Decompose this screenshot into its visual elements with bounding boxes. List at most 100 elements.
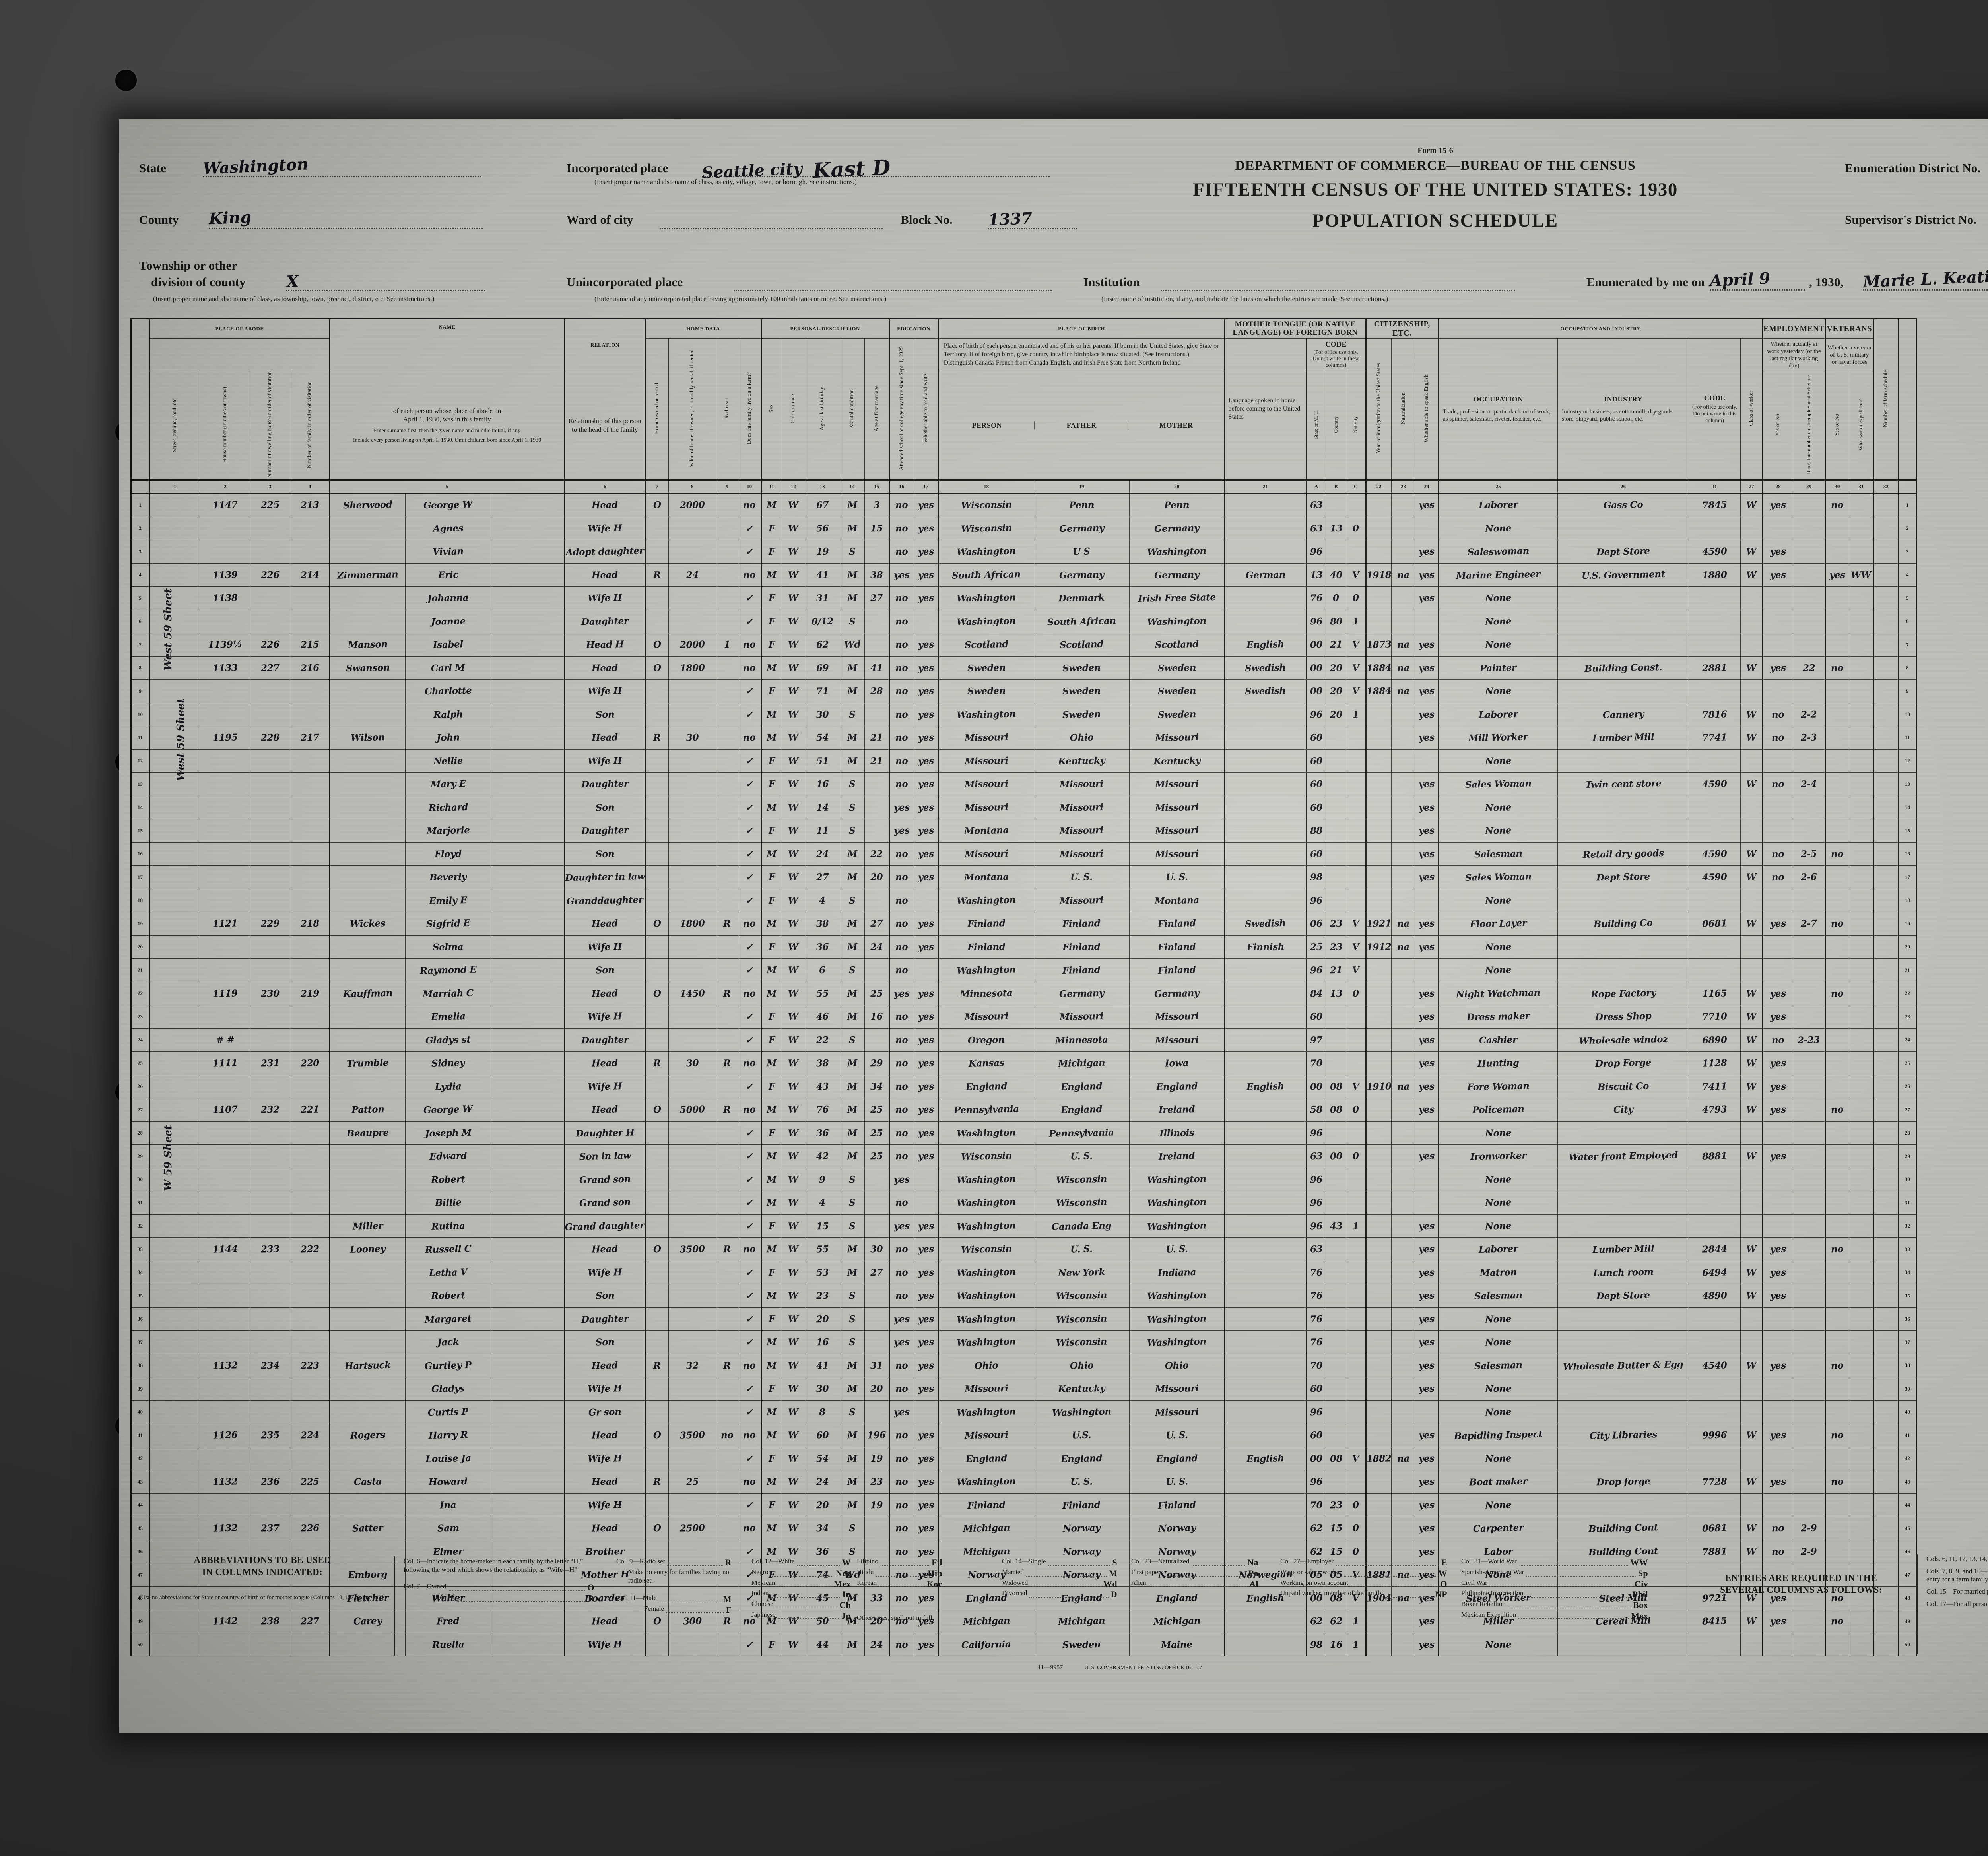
cell-surname[interactable]: Manson — [329, 633, 406, 657]
cell-speaks-english[interactable]: yes — [1415, 1563, 1439, 1587]
cell-code-nativity[interactable] — [1345, 1237, 1366, 1261]
cell-speaks-english[interactable]: yes — [1415, 1284, 1439, 1308]
cell-relation[interactable]: Head — [564, 981, 646, 1006]
cell-color-race[interactable]: W — [781, 679, 805, 703]
cell-marital-condition[interactable]: M — [839, 656, 865, 680]
cell-sex[interactable]: M — [760, 726, 782, 750]
cell-relation[interactable]: Granddaughter — [564, 888, 646, 913]
cell-street[interactable] — [149, 1284, 200, 1308]
cell-birthplace-person[interactable]: Washington — [938, 1168, 1034, 1192]
cell-speaks-english[interactable]: yes — [1415, 586, 1439, 610]
cell-speaks-english[interactable]: yes — [1415, 1237, 1439, 1261]
cell-birthplace-person[interactable]: England — [938, 1447, 1034, 1471]
cell-farm-schedule[interactable] — [1873, 1005, 1899, 1029]
cell-home-owned-rented[interactable] — [645, 1563, 669, 1587]
cell-unemployment-line[interactable] — [1793, 958, 1825, 982]
cell-code-country[interactable] — [1326, 540, 1346, 564]
cell-occupation[interactable]: None — [1438, 1191, 1558, 1215]
cell-read-write[interactable]: yes — [913, 1144, 939, 1168]
cell-dwelling-number[interactable]: 235 — [250, 1424, 290, 1447]
cell-naturalization[interactable] — [1391, 540, 1416, 564]
cell-color-race[interactable]: W — [781, 1284, 805, 1308]
cell-speaks-english[interactable]: yes — [1415, 1633, 1439, 1657]
cell-code-country[interactable]: 08 — [1326, 1098, 1346, 1122]
cell-marital-condition[interactable]: M — [839, 1005, 865, 1029]
cell-code-state-mt[interactable]: 70 — [1305, 1354, 1326, 1378]
cell-naturalization[interactable] — [1391, 516, 1416, 541]
cell-age[interactable]: 34 — [804, 1517, 840, 1540]
cell-class-of-worker[interactable] — [1740, 1191, 1763, 1215]
cell-at-work[interactable]: yes — [1762, 1354, 1794, 1378]
cell-sex[interactable]: F — [760, 586, 782, 610]
cell-mother-tongue[interactable] — [1224, 1307, 1307, 1331]
cell-house-number[interactable]: 1132 — [200, 1354, 250, 1378]
cell-code-state-mt[interactable]: 96 — [1305, 1214, 1326, 1238]
cell-code-state-mt[interactable]: 00 — [1305, 679, 1326, 703]
cell-house-number[interactable]: 1139½ — [200, 633, 250, 657]
cell-war[interactable] — [1848, 1028, 1874, 1052]
cell-year-immigration[interactable] — [1365, 1237, 1392, 1261]
cell-birthplace-father[interactable]: Sweden — [1033, 1633, 1130, 1657]
cell-family-number[interactable]: 219 — [290, 981, 330, 1006]
cell-industry-code[interactable]: 1880 — [1689, 563, 1741, 587]
cell-color-race[interactable]: W — [781, 958, 805, 982]
cell-war[interactable] — [1848, 749, 1874, 773]
cell-marital-condition[interactable]: S — [839, 1307, 865, 1331]
cell-class-of-worker[interactable]: W — [1740, 1028, 1763, 1052]
cell-dwelling-number[interactable]: 226 — [250, 633, 290, 657]
cell-attended-school[interactable]: no — [888, 1074, 914, 1099]
cell-veteran[interactable] — [1824, 1074, 1849, 1099]
cell-surname[interactable]: Rogers — [329, 1424, 406, 1447]
cell-year-immigration[interactable] — [1365, 1633, 1392, 1657]
cell-farm-schedule[interactable] — [1873, 795, 1899, 820]
cell-industry[interactable]: Building Cont — [1557, 1517, 1689, 1540]
cell-surname[interactable] — [329, 586, 406, 610]
cell-war[interactable] — [1848, 1493, 1874, 1517]
cell-industry-code[interactable]: 9721 — [1689, 1586, 1741, 1610]
cell-occupation[interactable]: Mill Worker — [1438, 726, 1558, 750]
cell-birthplace-person[interactable]: Washington — [938, 540, 1034, 564]
cell-house-number[interactable] — [200, 702, 250, 727]
cell-family-number[interactable]: 217 — [290, 726, 330, 750]
cell-home-owned-rented[interactable] — [645, 1493, 669, 1517]
cell-year-immigration[interactable]: 1921 — [1365, 912, 1392, 936]
cell-house-number[interactable] — [200, 1447, 250, 1471]
cell-class-of-worker[interactable]: W — [1740, 1098, 1763, 1122]
cell-mother-tongue[interactable] — [1224, 1610, 1307, 1633]
cell-farm-schedule[interactable] — [1873, 749, 1899, 773]
cell-age[interactable]: 31 — [804, 586, 840, 610]
cell-dwelling-number[interactable] — [250, 1377, 290, 1401]
cell-family-number[interactable] — [290, 702, 330, 727]
cell-family-number[interactable] — [290, 958, 330, 982]
cell-surname[interactable] — [329, 842, 406, 866]
cell-home-owned-rented[interactable] — [645, 1144, 669, 1168]
cell-marital-condition[interactable]: M — [839, 1144, 865, 1168]
cell-occupation[interactable]: None — [1438, 586, 1558, 610]
cell-attended-school[interactable]: no — [888, 1424, 914, 1447]
cell-at-work[interactable]: yes — [1762, 1261, 1794, 1285]
cell-home-value[interactable]: 30 — [668, 726, 716, 750]
cell-color-race[interactable]: W — [781, 1168, 805, 1192]
cell-occupation[interactable]: Boat maker — [1438, 1470, 1558, 1494]
cell-sex[interactable]: M — [760, 656, 782, 680]
cell-street[interactable] — [149, 1563, 200, 1587]
cell-code-country[interactable]: 23 — [1326, 935, 1346, 959]
table-row[interactable]: 34 Letha V Wife H ✓ F W 53 M 27 no yes Washington Ne… — [130, 1261, 1917, 1285]
cell-given-name[interactable]: Sigfrid E — [405, 912, 491, 936]
cell-mother-tongue[interactable] — [1224, 1051, 1307, 1075]
cell-industry-code[interactable] — [1689, 888, 1741, 913]
cell-farm-schedule[interactable] — [1873, 888, 1899, 913]
cell-street[interactable] — [149, 1400, 200, 1424]
cell-family-number[interactable]: 224 — [290, 1424, 330, 1447]
cell-age[interactable]: 53 — [804, 1261, 840, 1285]
cell-relation[interactable]: Grand son — [564, 1168, 646, 1192]
cell-age[interactable]: 14 — [804, 795, 840, 820]
cell-family-number[interactable] — [290, 1191, 330, 1215]
cell-unemployment-line[interactable] — [1793, 888, 1825, 913]
cell-house-number[interactable]: 1121 — [200, 912, 250, 936]
cell-given-name[interactable]: Marriah C — [405, 981, 491, 1006]
cell-class-of-worker[interactable] — [1740, 516, 1763, 541]
cell-relation[interactable]: Head — [564, 1237, 646, 1261]
